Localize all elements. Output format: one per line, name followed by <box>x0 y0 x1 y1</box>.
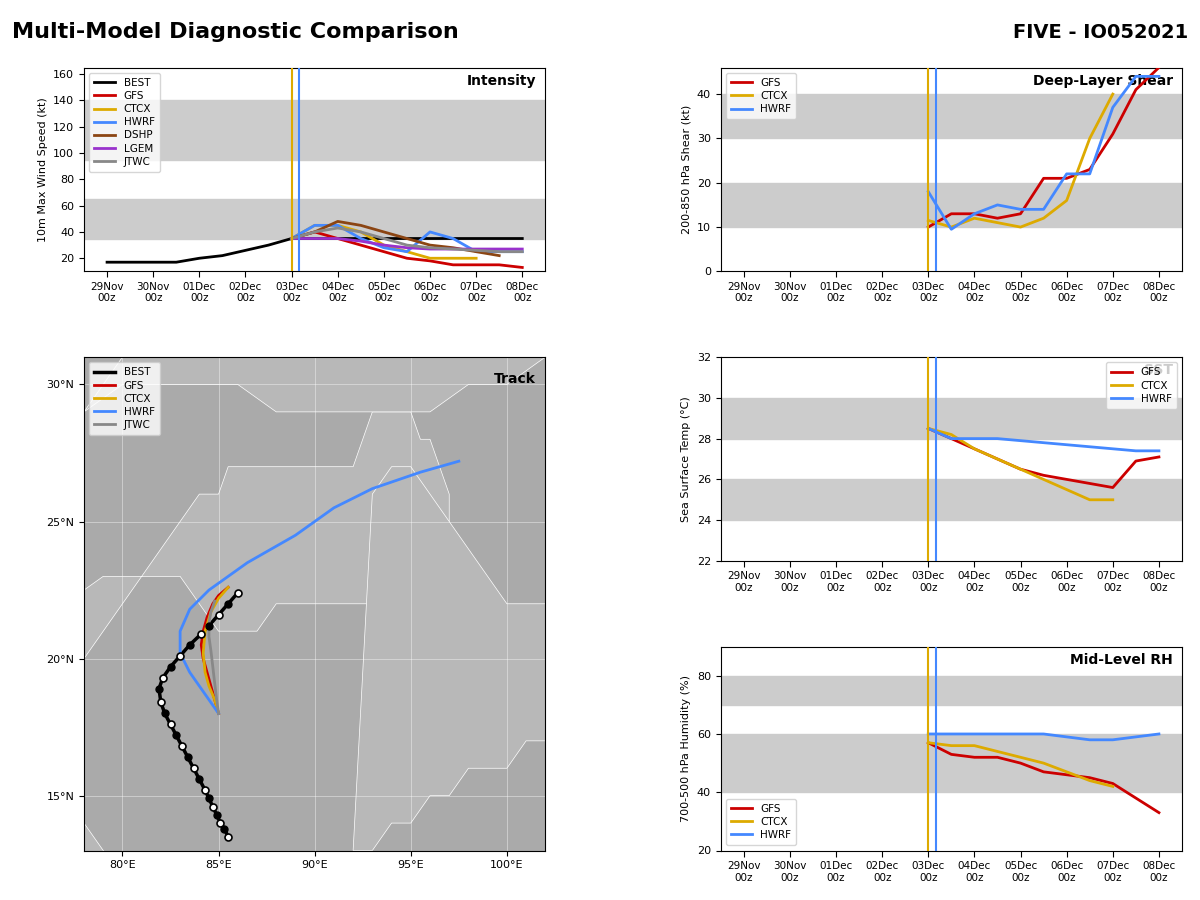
Legend: GFS, CTCX, HWRF: GFS, CTCX, HWRF <box>1106 363 1177 409</box>
Legend: BEST, GFS, CTCX, HWRF, JTWC: BEST, GFS, CTCX, HWRF, JTWC <box>89 363 160 436</box>
Bar <box>721 480 1182 520</box>
Bar <box>721 676 1182 705</box>
Polygon shape <box>353 467 545 850</box>
Text: FIVE - IO052021: FIVE - IO052021 <box>1013 22 1188 41</box>
Polygon shape <box>0 412 449 900</box>
Text: Multi-Model Diagnostic Comparison: Multi-Model Diagnostic Comparison <box>12 22 458 42</box>
Bar <box>721 183 1182 227</box>
Text: SST: SST <box>1144 364 1172 377</box>
Y-axis label: 700-500 hPa Humidity (%): 700-500 hPa Humidity (%) <box>682 675 691 822</box>
Bar <box>84 101 545 159</box>
Legend: GFS, CTCX, HWRF: GFS, CTCX, HWRF <box>726 798 797 845</box>
Bar <box>721 398 1182 438</box>
Y-axis label: 10m Max Wind Speed (kt): 10m Max Wind Speed (kt) <box>37 97 48 242</box>
Y-axis label: Sea Surface Temp (°C): Sea Surface Temp (°C) <box>682 396 691 522</box>
Text: Intensity: Intensity <box>467 74 536 87</box>
Bar <box>84 199 545 238</box>
Bar <box>721 734 1182 792</box>
Y-axis label: 200-850 hPa Shear (kt): 200-850 hPa Shear (kt) <box>682 104 691 234</box>
Text: Mid-Level RH: Mid-Level RH <box>1070 652 1172 667</box>
Legend: BEST, GFS, CTCX, HWRF, DSHP, LGEM, JTWC: BEST, GFS, CTCX, HWRF, DSHP, LGEM, JTWC <box>89 73 160 172</box>
Legend: GFS, CTCX, HWRF: GFS, CTCX, HWRF <box>726 73 797 120</box>
Text: Deep-Layer Shear: Deep-Layer Shear <box>1033 74 1172 87</box>
Bar <box>721 94 1182 139</box>
Text: Track: Track <box>494 372 536 386</box>
Polygon shape <box>84 329 545 412</box>
